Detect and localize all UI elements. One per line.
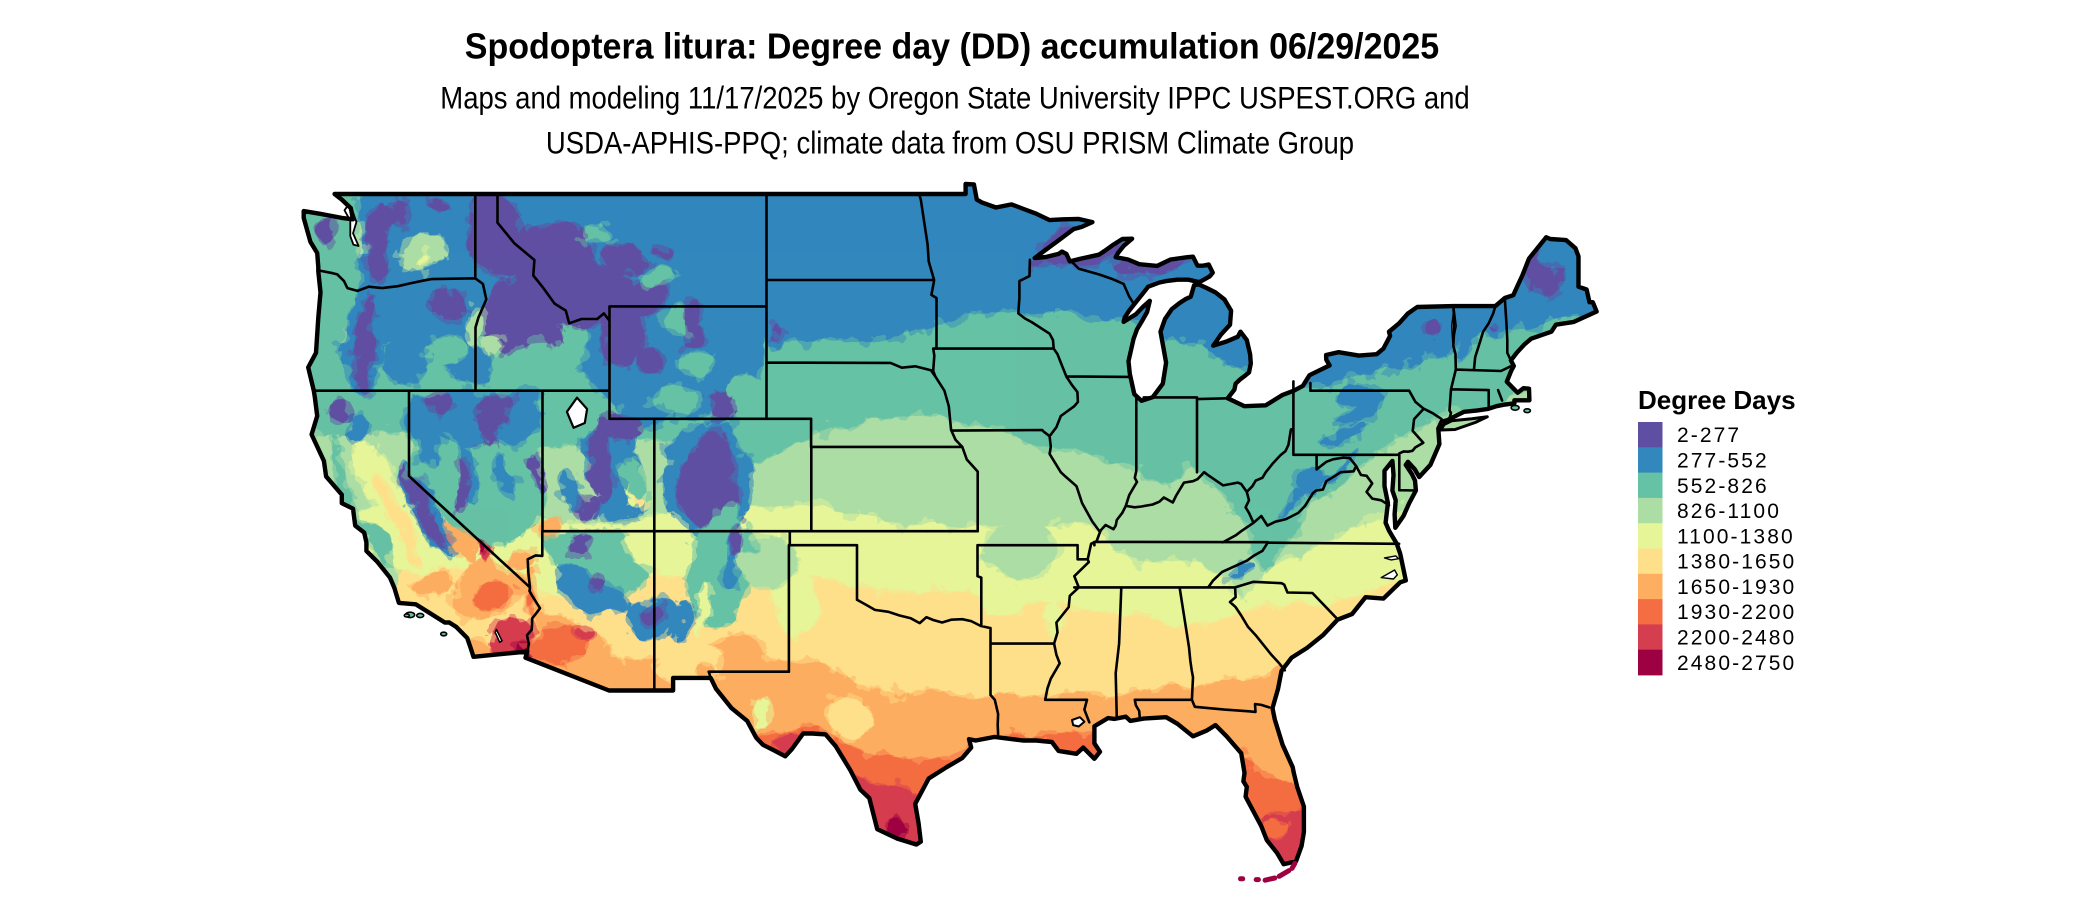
svg-text:1380-1650: 1380-1650 xyxy=(1677,551,1796,574)
svg-text:1930-2200: 1930-2200 xyxy=(1677,601,1796,624)
svg-text:552-826: 552-826 xyxy=(1677,475,1769,498)
svg-text:Degree Days: Degree Days xyxy=(1638,385,1796,415)
svg-text:277-552: 277-552 xyxy=(1677,449,1769,472)
svg-text:Spodoptera litura: Degree day: Spodoptera litura: Degree day (DD) accum… xyxy=(465,27,1439,67)
svg-text:1100-1380: 1100-1380 xyxy=(1677,525,1795,548)
svg-text:Maps and modeling 11/17/2025 b: Maps and modeling 11/17/2025 by Oregon S… xyxy=(440,81,1469,116)
svg-text:2-277: 2-277 xyxy=(1677,424,1741,447)
svg-text:2480-2750: 2480-2750 xyxy=(1677,652,1796,675)
svg-text:USDA-APHIS-PPQ; climate data f: USDA-APHIS-PPQ; climate data from OSU PR… xyxy=(546,126,1354,161)
svg-text:1650-1930: 1650-1930 xyxy=(1677,576,1796,599)
svg-text:826-1100: 826-1100 xyxy=(1677,500,1781,523)
svg-text:2200-2480: 2200-2480 xyxy=(1677,627,1796,650)
